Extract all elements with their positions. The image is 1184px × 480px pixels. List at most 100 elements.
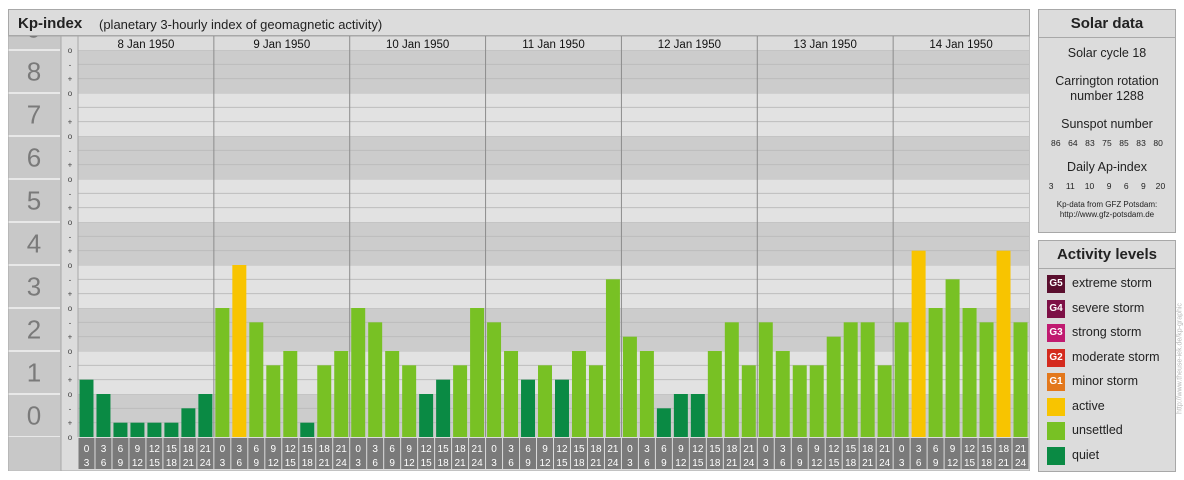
hour-label-box: [486, 438, 503, 469]
hour-end-label: 21: [726, 458, 738, 469]
hour-label-box: [689, 438, 706, 469]
activity-level-moderate-storm: G2 moderate storm: [1047, 348, 1175, 369]
kp-bar: [724, 322, 739, 437]
hour-start-label: 18: [319, 444, 331, 455]
hour-end-label: 6: [644, 458, 650, 469]
kp-bar: [639, 351, 654, 437]
y-axis-background: [8, 36, 61, 438]
activity-level-severe-storm: G4 severe storm: [1047, 299, 1175, 320]
y-minor-label: -: [69, 361, 72, 370]
hour-label-box: [469, 438, 486, 469]
hour-end-label: 24: [743, 458, 755, 469]
y-minor-label: -: [69, 60, 72, 69]
hour-end-label: 3: [763, 458, 769, 469]
hour-label-box: [265, 438, 282, 469]
hour-start-label: 9: [271, 444, 277, 455]
hour-start-label: 9: [950, 444, 956, 455]
kp-band: [78, 50, 1029, 93]
kp-bar: [775, 351, 790, 437]
hour-end-label: 9: [661, 458, 667, 469]
hour-end-label: 9: [525, 458, 531, 469]
kp-bar: [826, 336, 841, 437]
y-minor-label: o: [68, 390, 73, 399]
y-minor-label: o: [68, 304, 73, 313]
day-label: 14 Jan 1950: [929, 39, 992, 51]
kp-bar: [877, 365, 892, 437]
hour-end-label: 24: [336, 458, 348, 469]
hour-end-label: 15: [421, 458, 433, 469]
hour-label-box: [435, 438, 452, 469]
hour-label-box: [520, 438, 537, 469]
hour-end-label: 9: [118, 458, 124, 469]
hour-end-label: 18: [166, 458, 178, 469]
y-tick-label: 1: [27, 358, 41, 388]
y-tick-label: 6: [27, 143, 41, 173]
hour-label-box: [604, 438, 621, 469]
hour-label-box: [927, 438, 944, 469]
kp-bar: [504, 351, 519, 437]
hour-end-label: 15: [556, 458, 568, 469]
hour-label-box: [112, 438, 129, 469]
hour-end-label: 6: [372, 458, 378, 469]
day-label: 9 Jan 1950: [253, 39, 310, 51]
hour-start-label: 15: [845, 444, 857, 455]
hour-start-label: 9: [135, 444, 141, 455]
hour-end-label: 15: [149, 458, 161, 469]
hour-label-box: [214, 438, 231, 469]
hour-end-label: 9: [933, 458, 939, 469]
hour-end-label: 18: [845, 458, 857, 469]
hour-end-label: 18: [709, 458, 721, 469]
hour-end-label: 3: [220, 458, 226, 469]
hour-start-label: 3: [644, 444, 650, 455]
hour-label-box: [554, 438, 570, 469]
kp-bar: [571, 351, 586, 437]
hour-start-label: 9: [406, 444, 412, 455]
hour-end-label: 6: [101, 458, 107, 469]
hour-label-box: [570, 438, 587, 469]
kp-bar: [470, 308, 485, 437]
hour-end-label: 12: [404, 458, 416, 469]
hour-label-box: [180, 438, 197, 469]
hour-end-label: 18: [573, 458, 585, 469]
activity-levels-title: Activity levels: [1039, 241, 1175, 269]
kp-bar: [588, 365, 603, 437]
y-minor-label: +: [68, 247, 73, 256]
hour-end-label: 6: [508, 458, 514, 469]
y-minor-label: -: [69, 275, 72, 284]
kp-bar: [622, 336, 637, 437]
hour-start-label: 0: [355, 444, 361, 455]
kp-bar: [656, 408, 671, 437]
hour-end-label: 9: [797, 458, 803, 469]
hour-end-label: 21: [319, 458, 331, 469]
kp-bar: [453, 365, 468, 437]
hour-label-box: [163, 438, 180, 469]
level-swatch: G3: [1047, 324, 1065, 342]
kp-band: [78, 222, 1029, 265]
level-swatch: G5: [1047, 275, 1065, 293]
hour-label-box: [808, 438, 825, 469]
hour-label-box: [78, 438, 95, 469]
hour-label-box: [995, 438, 1012, 469]
hour-start-label: 15: [302, 444, 314, 455]
hour-start-label: 15: [166, 444, 178, 455]
hour-end-label: 24: [200, 458, 212, 469]
kp-band: [78, 265, 1029, 308]
kp-bar: [351, 308, 366, 437]
sunspot-title: Sunspot number: [1061, 117, 1153, 131]
kp-bar: [419, 394, 434, 437]
hour-end-label: 24: [1015, 458, 1027, 469]
hour-start-label: 3: [101, 444, 107, 455]
credit-line-1: Kp-data from GFZ Potsdam:: [1056, 200, 1158, 209]
y-minor-label: -: [69, 404, 72, 413]
hour-label-box: [893, 438, 910, 469]
y-tick-label: 4: [27, 229, 41, 259]
kp-bar: [215, 308, 230, 437]
y-minor-label: -: [69, 232, 72, 241]
hour-start-label: 18: [590, 444, 602, 455]
hour-start-label: 18: [726, 444, 738, 455]
hour-label-box: [638, 438, 655, 469]
hour-start-label: 9: [814, 444, 820, 455]
kp-bar: [860, 322, 875, 437]
kp-bar: [436, 379, 451, 437]
y-minor-label: +: [68, 376, 73, 385]
